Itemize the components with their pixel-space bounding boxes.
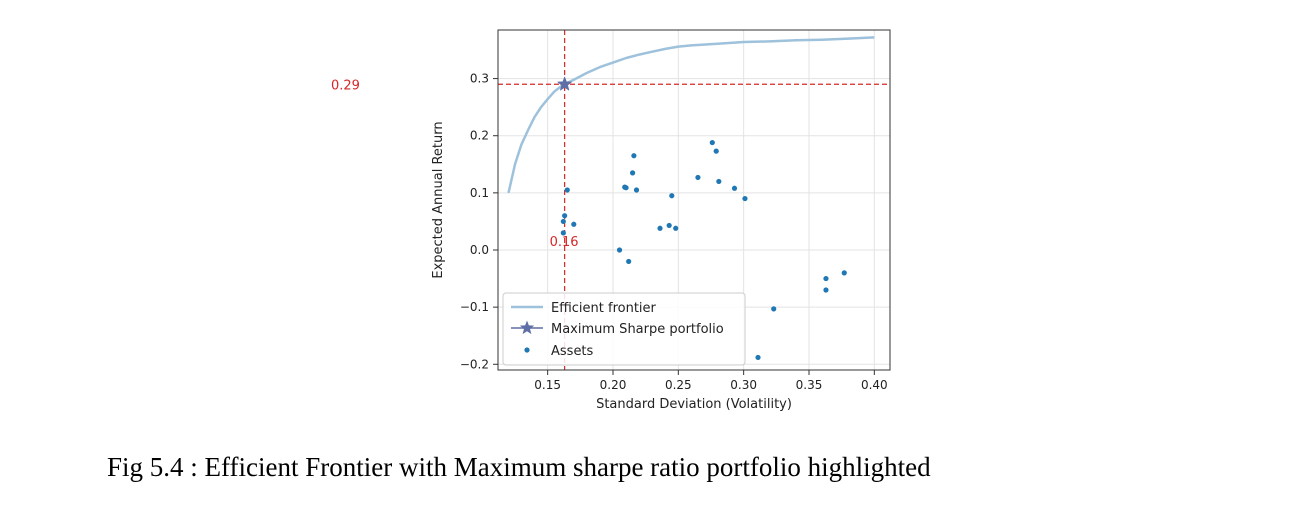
- asset-point: [713, 148, 719, 154]
- asset-point: [823, 275, 829, 282]
- x-tick-label: 0.30: [730, 378, 757, 392]
- asset-point: [709, 139, 715, 146]
- efficient-frontier-line-group: [507, 36, 875, 194]
- asset-point: [755, 354, 761, 361]
- asset-point: [571, 221, 577, 227]
- asset-point: [560, 218, 566, 225]
- asset-point: [564, 187, 570, 193]
- asset-point: [771, 306, 777, 312]
- asset-point: [823, 287, 829, 293]
- x-axis-ticks: 0.15 0.20 0.25 0.30 0.35 0.40: [534, 370, 888, 392]
- asset-point: [560, 230, 566, 236]
- y-tick-label: 0.0: [470, 243, 489, 257]
- asset-point: [657, 225, 663, 231]
- legend-label-efficient-frontier: Efficient frontier: [551, 301, 657, 316]
- x-tick-label: 0.20: [600, 378, 627, 392]
- asset-point: [731, 185, 738, 191]
- y-tick-label: 0.1: [470, 186, 489, 200]
- asset-point: [631, 153, 637, 159]
- asset-point: [666, 222, 672, 229]
- y-tick-label: 0.3: [470, 72, 489, 86]
- legend-assets-swatch: [524, 347, 530, 353]
- figure-caption: Fig 5.4 : Efficient Frontier with Maximu…: [107, 452, 931, 482]
- asset-point: [695, 174, 701, 181]
- asset-point: [673, 225, 679, 231]
- assets-points: [560, 139, 847, 361]
- x-tick-label: 0.15: [534, 378, 561, 392]
- legend: Efficient frontier Maximum Sharpe portfo…: [502, 292, 746, 366]
- x-tick-label: 0.40: [861, 378, 888, 392]
- asset-point: [742, 195, 748, 202]
- x-tick-label: 0.35: [796, 378, 823, 392]
- legend-label-max-sharpe: Maximum Sharpe portfolio: [551, 322, 724, 337]
- annotation-volatility-value: 0.16: [550, 235, 579, 250]
- efficient-frontier-line: [507, 36, 875, 194]
- max-sharpe-star: [556, 76, 573, 91]
- legend-label-assets: Assets: [551, 344, 594, 359]
- annotation-return-value: 0.29: [331, 78, 360, 93]
- x-tick-label: 0.25: [665, 378, 692, 392]
- asset-point: [616, 247, 623, 253]
- asset-point: [562, 213, 568, 219]
- y-tick-label: −0.2: [460, 357, 489, 371]
- legend-box: [502, 292, 746, 366]
- asset-point: [841, 270, 847, 276]
- asset-point: [629, 170, 636, 176]
- asset-point: [633, 187, 640, 193]
- asset-point: [716, 178, 722, 185]
- y-tick-label: −0.1: [460, 300, 489, 314]
- y-tick-label: 0.2: [470, 129, 489, 143]
- plot-frame: [497, 29, 891, 371]
- max-sharpe-star-group: [556, 76, 573, 91]
- x-axis-label: Standard Deviation (Volatility): [596, 397, 792, 412]
- asset-point: [669, 193, 675, 199]
- asset-point: [626, 258, 632, 265]
- asset-point: [623, 185, 629, 191]
- y-axis-ticks: −0.2 −0.1 0.0 0.1 0.2 0.3: [460, 72, 498, 371]
- y-axis-label: Expected Annual Return: [431, 121, 446, 278]
